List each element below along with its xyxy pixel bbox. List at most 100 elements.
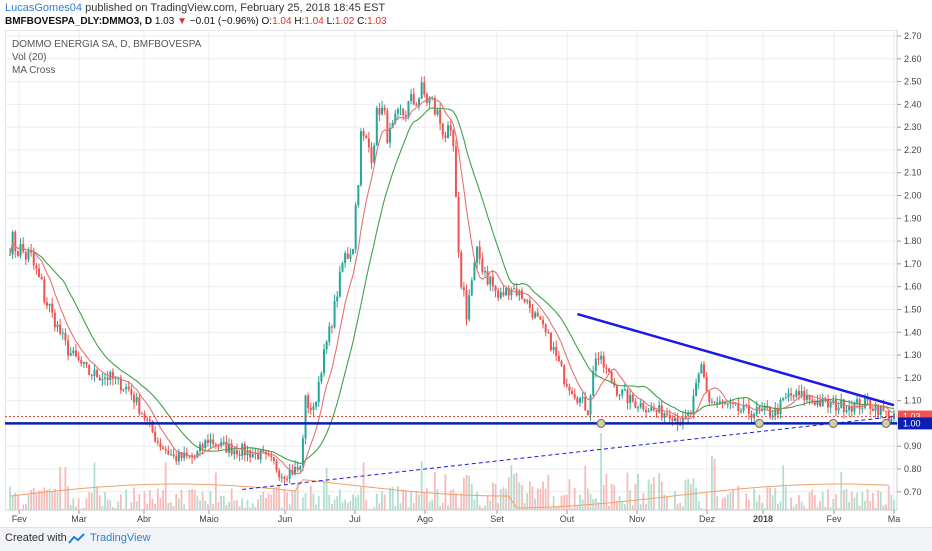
price-chart-svg[interactable]: 0.700.800.901.001.101.201.301.401.501.60… (5, 30, 932, 527)
footer-bar: Created with TradingView (0, 527, 932, 551)
volume-bar (785, 487, 787, 510)
volume-bar (268, 493, 270, 510)
volume-bar (505, 489, 507, 510)
candle-body (798, 391, 800, 395)
candle-body (811, 400, 813, 401)
candle-body (695, 383, 697, 396)
candle-body (885, 411, 887, 412)
volume-bar (679, 503, 681, 510)
candle-body (252, 454, 254, 458)
volume-bar (584, 466, 586, 510)
publish-line: LucasGomes04 published on TradingView.co… (5, 2, 385, 14)
volume-bar (706, 493, 708, 510)
candle-body (415, 104, 417, 106)
volume-bar (653, 477, 655, 510)
volume-bar (484, 505, 486, 510)
volume-bar (809, 492, 811, 510)
volume-bar (840, 472, 842, 510)
volume-bar (806, 509, 808, 510)
volume-bar (247, 500, 249, 510)
candle-body (233, 450, 235, 454)
candle-body (260, 450, 262, 460)
candle-body (107, 378, 109, 380)
candle-body (584, 397, 586, 411)
volume-bar (856, 493, 858, 510)
volume-bar (497, 503, 499, 510)
candle-body (407, 101, 409, 117)
candle-body (846, 410, 848, 412)
volume-bar (761, 503, 763, 510)
volume-bar (107, 499, 109, 510)
volume-bar (62, 509, 64, 510)
volume-bar (379, 503, 381, 510)
volume-bar (859, 506, 861, 510)
volume-bar (466, 475, 468, 510)
volume-bar (265, 498, 267, 510)
candle-body (872, 409, 874, 411)
y-tick-label: 2.60 (904, 54, 922, 64)
candle-body (466, 290, 468, 319)
volume-bar (518, 483, 520, 510)
candle-body (352, 249, 354, 254)
candle-body (574, 394, 576, 398)
volume-bar (640, 504, 642, 510)
volume-bar (418, 495, 420, 510)
volume-bar (43, 487, 45, 510)
volume-bar (714, 459, 716, 510)
x-tick-label: Mar (71, 514, 87, 524)
chart-area[interactable]: 0.700.800.901.001.101.201.301.401.501.60… (5, 30, 932, 527)
candle-body (207, 440, 209, 443)
candle-body (484, 271, 486, 272)
username-link[interactable]: LucasGomes04 (5, 2, 82, 14)
volume-bar (455, 493, 457, 510)
symbol-line: BMFBOVESPA_DLY:DMMO3, D 1.03 ▼ −0.01 (−0… (5, 16, 387, 27)
volume-bar (162, 490, 164, 510)
volume-bar (365, 500, 367, 510)
volume-bar (817, 507, 819, 510)
volume-bar (273, 488, 275, 510)
volume-bar (529, 481, 531, 510)
volume-bar (400, 503, 402, 510)
volume-bar (70, 505, 72, 510)
volume-bar (788, 509, 790, 510)
candle-body (70, 353, 72, 355)
volume-bar (120, 494, 122, 510)
volume-bar (157, 489, 159, 510)
volume-bar (167, 503, 169, 510)
x-tick-label: Nov (629, 514, 646, 524)
volume-bar (508, 477, 510, 510)
candle-body (479, 246, 481, 258)
volume-bar (149, 490, 151, 510)
tradingview-link[interactable]: TradingView (90, 532, 151, 544)
volume-bar (846, 489, 848, 510)
candle-body (624, 390, 626, 391)
volume-bar (94, 463, 96, 510)
volume-bar (220, 496, 222, 510)
x-tick-label: Fev (12, 514, 28, 524)
candle-body (331, 326, 333, 327)
volume-bar (869, 501, 871, 510)
candle-body (545, 324, 547, 332)
candle-body (439, 110, 441, 124)
volume-bar (223, 496, 225, 510)
volume-bar (381, 491, 383, 510)
volume-bar (732, 489, 734, 510)
candle-body (112, 372, 114, 379)
volume-bar (756, 502, 758, 510)
volume-bar (748, 500, 750, 510)
volume-bar (389, 488, 391, 510)
volume-bar (658, 473, 660, 510)
volume-bar (373, 507, 375, 510)
y-tick-label: 2.70 (904, 31, 922, 41)
candle-body (497, 291, 499, 298)
volume-bar (17, 495, 19, 510)
candle-body (476, 246, 478, 263)
candle-body (621, 390, 623, 396)
candle-body (526, 300, 528, 301)
candle-body (605, 367, 607, 368)
candle-body (550, 333, 552, 350)
candle-body (96, 370, 98, 377)
candle-body (334, 301, 336, 327)
volume-bar (634, 484, 636, 510)
candle-body (495, 286, 497, 291)
